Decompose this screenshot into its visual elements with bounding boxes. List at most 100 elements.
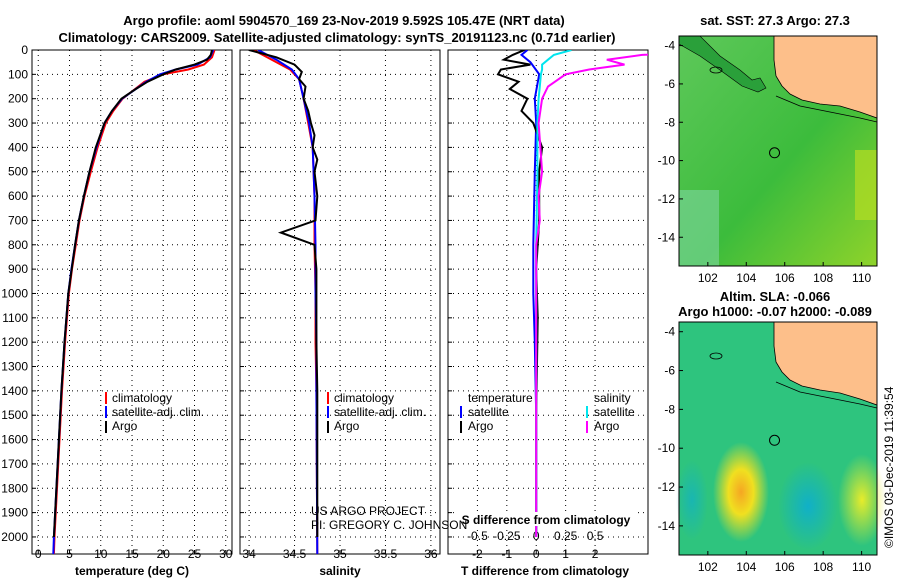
map-y-tick-label: -12 (658, 480, 676, 494)
figure-title-line2: Climatology: CARS2009. Satellite-adjuste… (58, 30, 615, 45)
s-difference-tick-label: 0.25 (554, 529, 578, 543)
depth-axis: 0 100 200 300 400 500 600 700 800 900 1000 1100 1200… (1, 43, 452, 544)
depth-tick-label: 700 (8, 213, 28, 227)
sst-map: sat. SST: 27.3 Argo: 27.3 102 104 106 108 11… (658, 13, 878, 285)
x-tick-label: 1 (562, 547, 569, 561)
s-difference-label-bg (455, 512, 637, 526)
depth-tick-label: 1700 (1, 457, 28, 471)
legend-label-climatology: climatology (112, 391, 172, 405)
difference-legend: temperature satellite Argo salinity sate… (460, 391, 635, 433)
depth-tick-label: 1100 (2, 311, 28, 325)
series-line (535, 53, 648, 537)
map-x-tick-label: 106 (775, 560, 795, 574)
depth-tick-label: 0 (21, 43, 28, 57)
s-difference-xlabel: S difference from climatology (462, 513, 631, 527)
sla-map-ticks: 102 104 106 108 110 -4 -6 -8 -10 -12 -14 (658, 325, 872, 574)
legend-label-s-satellite: satellite (594, 405, 635, 419)
depth-tick-label: 400 (8, 140, 28, 154)
x-tick-label: -2 (472, 547, 483, 561)
depth-tick-label: 1400 (1, 384, 28, 398)
x-tick-label: 36 (424, 547, 438, 561)
t-difference-xlabel: T difference from climatology (461, 564, 629, 578)
depth-tick-label: 1000 (1, 286, 28, 300)
depth-tick-label: 600 (8, 189, 28, 203)
sla-coast-contour (775, 381, 878, 409)
sst-warm-patch (855, 150, 877, 220)
x-tick-label: 5 (66, 547, 73, 561)
legend-label-climatology: climatology (334, 391, 394, 405)
temperature-legend: climatology satellite-adj. clim. Argo (105, 391, 204, 433)
map-x-tick-label: 108 (813, 271, 833, 285)
salinity-legend: climatology satellite-adj. clim. Argo (327, 391, 426, 433)
s-difference-tick-label: -0.5 (467, 529, 488, 543)
depth-tick-label: 200 (8, 92, 28, 106)
depth-tick-label: 2000 (1, 530, 28, 544)
map-y-tick-label: -12 (658, 192, 676, 206)
x-tick-label: 2 (592, 547, 599, 561)
series-line (253, 50, 319, 554)
map-y-tick-label: -4 (664, 39, 675, 53)
series-line (52, 50, 216, 554)
temperature-series (52, 50, 216, 554)
depth-tick-label: 1500 (1, 408, 28, 422)
depth-tick-label: 300 (8, 116, 28, 130)
sst-coast-contour (775, 95, 878, 123)
x-tick-label: 35.5 (374, 547, 398, 561)
depth-tick-label: 500 (8, 165, 28, 179)
t-difference-x-axis: -2 -1 0 1 2 (472, 547, 599, 561)
map-y-tick-label: -6 (664, 77, 675, 91)
temperature-x-axis: 0 5 10 15 20 25 30 (35, 547, 233, 561)
sla-west-anomaly (676, 460, 708, 540)
sst-map-title: sat. SST: 27.3 Argo: 27.3 (700, 13, 850, 28)
legend-label-s-argo: Argo (594, 419, 620, 433)
x-tick-label: -1 (501, 547, 512, 561)
legend-label-argo: Argo (334, 419, 360, 433)
x-tick-label: 25 (188, 547, 202, 561)
salinity-x-axis: 34 34.5 35 35.5 36 (242, 547, 437, 561)
x-tick-label: 34.5 (283, 547, 307, 561)
legend-label-satellite: satellite-adj. clim. (334, 405, 426, 419)
x-tick-label: 30 (219, 547, 233, 561)
sst-land-sumatra (678, 35, 767, 93)
grid-layer (32, 49, 648, 554)
x-tick-label: 0 (35, 547, 42, 561)
map-x-tick-label: 110 (852, 560, 871, 574)
legend-label-t-argo: Argo (468, 419, 494, 433)
map-y-tick-label: -6 (664, 364, 675, 378)
x-tick-label: 10 (94, 547, 108, 561)
depth-tick-label: 1300 (1, 360, 28, 374)
map-x-tick-label: 102 (698, 560, 718, 574)
salinity-xlabel: salinity (319, 564, 361, 578)
map-y-tick-label: -10 (658, 441, 676, 455)
depth-tick-label: 900 (8, 262, 28, 276)
map-x-tick-label: 110 (852, 271, 871, 285)
depth-tick-label: 800 (8, 238, 28, 252)
depth-tick-label: 1600 (1, 433, 28, 447)
x-tick-label: 0 (533, 547, 540, 561)
sla-map-title: Altim. SLA: -0.066 (720, 289, 831, 304)
project-annotation: US ARGO PROJECT (311, 504, 426, 518)
depth-tick-label: 100 (8, 67, 28, 81)
legend-label-argo: Argo (112, 419, 138, 433)
map-y-tick-label: -10 (658, 154, 676, 168)
difference-series (496, 50, 648, 537)
sst-map-ticks: 102 104 106 108 110 -4 -6 -8 -10 -12 -14 (658, 39, 872, 285)
series-line (52, 50, 215, 554)
legend-label-t-satellite: satellite (468, 405, 509, 419)
map-x-tick-label: 104 (736, 271, 756, 285)
depth-tick-label: 1800 (1, 481, 28, 495)
salinity-series (248, 50, 319, 554)
sst-argo-location-marker (769, 147, 781, 159)
map-y-tick-label: -8 (664, 115, 675, 129)
series-line (248, 50, 319, 537)
sla-island (709, 352, 723, 360)
map-y-tick-label: -14 (658, 230, 676, 244)
x-tick-label: 15 (125, 547, 139, 561)
x-tick-label: 20 (157, 547, 171, 561)
pi-annotation: PI: GREGORY C. JOHNSON (311, 518, 467, 532)
sla-high-anomaly (713, 442, 769, 542)
s-difference-tick-label: -0.25 (493, 529, 521, 543)
temperature-xlabel: temperature (deg C) (75, 564, 189, 578)
legend-title-salinity: salinity (594, 391, 631, 405)
sla-argo-location-marker (769, 434, 781, 446)
